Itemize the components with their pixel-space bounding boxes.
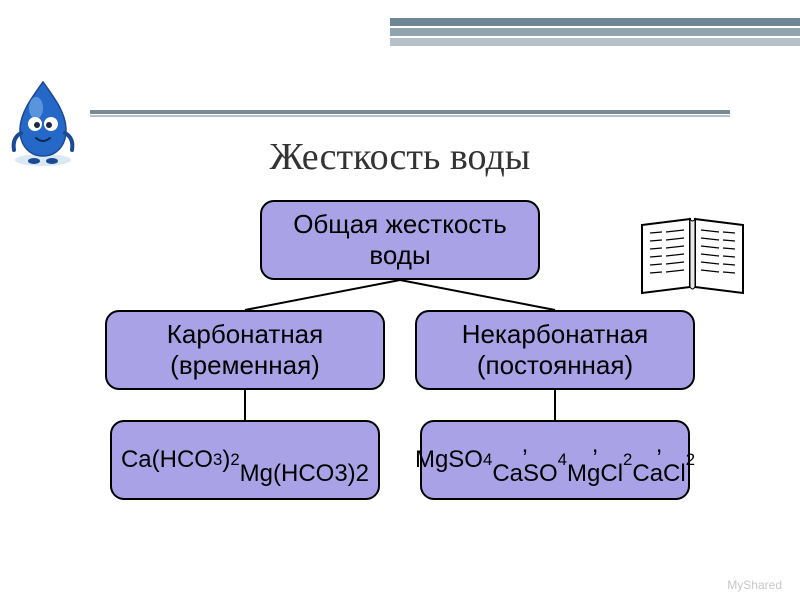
hardness-tree: Общая жесткостьводы Карбонатная(временная… — [95, 200, 715, 570]
tree-node-right: Некарбонатная(постоянная) — [415, 310, 695, 390]
header-bar-1 — [390, 18, 800, 26]
header-bar-3 — [390, 38, 800, 46]
header-bar-2 — [390, 28, 800, 36]
title-underline — [90, 110, 730, 122]
page-title: Жесткость воды — [0, 135, 800, 179]
header-bars — [390, 18, 800, 48]
tree-node-leftF: Ca(HCO3)2Mg(HCO3)2 — [110, 420, 380, 500]
tree-node-rightF: MgSO4, CaSO4,MgCl2, CaCl2 — [420, 420, 690, 500]
watermark: MyShared — [727, 578, 782, 592]
page-title-text: Жесткость воды — [270, 136, 531, 178]
tree-node-left: Карбонатная(временная) — [105, 310, 385, 390]
tree-node-root: Общая жесткостьводы — [260, 200, 540, 280]
